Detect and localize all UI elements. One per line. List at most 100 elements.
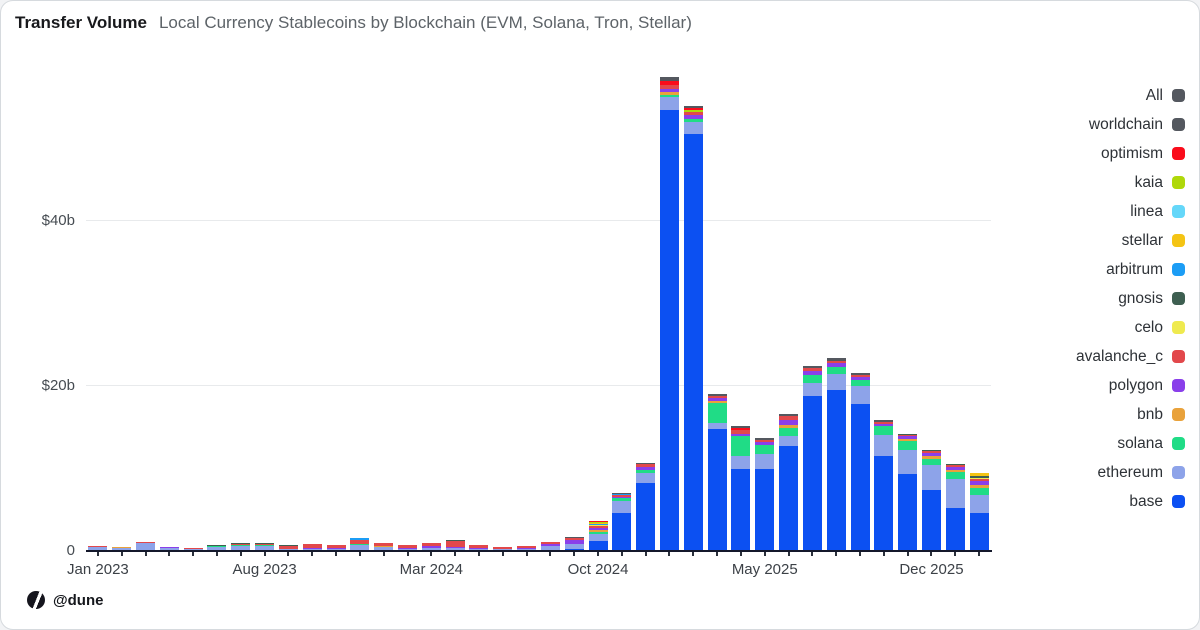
page-title: Transfer Volume (15, 13, 147, 32)
bar-nov-2024[interactable] (612, 493, 632, 551)
minor-tick (692, 552, 695, 556)
bar-segment-polygon (588, 527, 608, 530)
page-subtitle: Local Currency Stablecoins by Blockchain… (158, 13, 692, 32)
bar-segment-avalanche-c (636, 464, 656, 467)
bar-segment-ethereum (231, 546, 251, 551)
bar-jun-2023[interactable] (207, 545, 227, 551)
legend-item-optimism[interactable]: optimism (1076, 139, 1185, 168)
bar-may-2025[interactable] (755, 438, 775, 551)
legend-item-kaia[interactable]: kaia (1076, 168, 1185, 197)
bar-oct-2025[interactable] (874, 419, 894, 551)
bar-segment-gnosis (969, 475, 989, 478)
bar-mar-2025[interactable] (707, 394, 727, 551)
minor-tick (120, 552, 123, 556)
bar-segment-worldchain (707, 394, 727, 396)
bar-jun-2025[interactable] (779, 414, 799, 551)
bar-apr-2025[interactable] (731, 425, 751, 551)
bar-jul-2023[interactable] (231, 542, 251, 551)
legend-label: gnosis (1118, 289, 1163, 307)
bar-segment-arbitrum (588, 524, 608, 526)
bar-segment-base (802, 395, 822, 551)
minor-tick (573, 552, 576, 556)
bar-segment-avalanche-c (255, 543, 275, 545)
bar-segment-base (898, 474, 918, 551)
bar-segment-avalanche-c (945, 465, 965, 467)
minor-tick (906, 552, 909, 556)
bar-segment-avalanche-c (921, 451, 941, 453)
minor-tick (763, 552, 766, 556)
minor-tick (263, 552, 266, 556)
bar-nov-2023[interactable] (326, 545, 346, 551)
bar-sep-2024[interactable] (564, 537, 584, 551)
bar-segment-ethereum (112, 547, 132, 551)
bar-segment-ethereum (421, 548, 441, 551)
bar-jan-2023[interactable] (88, 546, 108, 551)
bar-mar-2023[interactable] (136, 541, 156, 551)
bar-dec-2023[interactable] (350, 537, 370, 551)
bar-jul-2024[interactable] (517, 546, 537, 551)
bar-feb-2025[interactable] (683, 105, 703, 551)
bar-segment-base (755, 468, 775, 551)
bar-oct-2024[interactable] (588, 521, 608, 551)
minor-tick (287, 552, 290, 556)
bar-jul-2025[interactable] (802, 366, 822, 551)
bar-jan-2025[interactable] (659, 76, 679, 551)
legend-item-ethereum[interactable]: ethereum (1076, 458, 1185, 487)
legend-item-worldchain[interactable]: worldchain (1076, 110, 1185, 139)
gridline--20b (86, 385, 991, 387)
bar-jun-2024[interactable] (493, 546, 513, 551)
legend-swatch-icon (1172, 408, 1185, 421)
legend-item-avalanche-c[interactable]: avalanche_c (1076, 342, 1185, 371)
bar-segment-solana (612, 498, 632, 501)
bar-may-2023[interactable] (183, 548, 203, 551)
x-tick-mar-2024: Mar 2024 (399, 561, 464, 578)
legend-item-linea[interactable]: linea (1076, 197, 1185, 226)
minor-tick (644, 552, 647, 556)
bar-apr-2023[interactable] (159, 546, 179, 551)
bar-segment-polygon (707, 397, 727, 401)
bar-segment-ethereum (517, 548, 537, 551)
minor-tick (549, 552, 552, 556)
legend-item-base[interactable]: base (1076, 487, 1185, 516)
legend-item-gnosis[interactable]: gnosis (1076, 284, 1185, 313)
bar-oct-2023[interactable] (302, 544, 322, 551)
legend-item-celo[interactable]: celo (1076, 313, 1185, 342)
bar-feb-2023[interactable] (112, 546, 132, 551)
bar-segment-optimism (588, 521, 608, 523)
bar-mar-2024[interactable] (421, 542, 441, 551)
bar-segment-solana (826, 367, 846, 374)
bar-segment-avalanche-c (302, 544, 322, 549)
legend-label: polygon (1108, 376, 1163, 394)
bar-segment-worldchain (683, 105, 703, 109)
bar-jan-2026[interactable] (945, 464, 965, 551)
bar-jan-2024[interactable] (374, 542, 394, 551)
legend-item-solana[interactable]: solana (1076, 429, 1185, 458)
bar-apr-2024[interactable] (445, 540, 465, 551)
bar-nov-2025[interactable] (898, 433, 918, 551)
legend-item-stellar[interactable]: stellar (1076, 226, 1185, 255)
bar-segment-base (731, 468, 751, 551)
legend-item-all[interactable]: All (1076, 81, 1185, 110)
bar-aug-2024[interactable] (540, 541, 560, 551)
bar-dec-2024[interactable] (636, 462, 656, 551)
bar-feb-2024[interactable] (398, 545, 417, 551)
y-tick-0: 0 (66, 542, 75, 559)
legend-item-polygon[interactable]: polygon (1076, 371, 1185, 400)
bar-aug-2025[interactable] (826, 358, 846, 551)
bar-dec-2025[interactable] (921, 450, 941, 551)
minor-tick (597, 552, 600, 556)
bar-segment-bnb (207, 545, 227, 547)
bar-segment-ethereum (802, 382, 822, 396)
legend-item-arbitrum[interactable]: arbitrum (1076, 255, 1185, 284)
bar-segment-polygon (921, 452, 941, 457)
bar-segment-avalanche-c (826, 360, 846, 363)
bar-aug-2023[interactable] (255, 542, 275, 551)
bar-sep-2023[interactable] (278, 545, 298, 551)
bar-feb-2026[interactable] (969, 472, 989, 551)
bar-segment-ethereum (207, 546, 227, 551)
legend-item-bnb[interactable]: bnb (1076, 400, 1185, 429)
legend-label: base (1129, 492, 1163, 510)
bar-may-2024[interactable] (469, 545, 489, 551)
bar-sep-2025[interactable] (850, 372, 870, 551)
bar-segment-ethereum (636, 472, 656, 484)
